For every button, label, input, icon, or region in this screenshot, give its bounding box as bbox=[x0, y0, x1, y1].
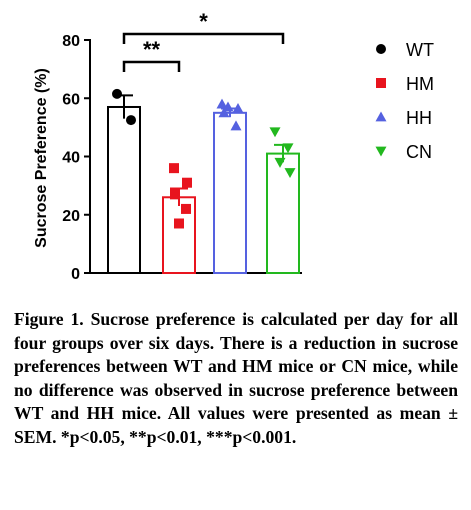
data-point bbox=[269, 127, 281, 138]
bracket-line bbox=[122, 60, 181, 72]
data-point bbox=[222, 101, 234, 112]
legend: WT HM HH CN bbox=[375, 40, 434, 162]
data-point bbox=[274, 157, 286, 168]
bar-groups bbox=[107, 88, 300, 274]
bar-group-hm bbox=[162, 163, 196, 274]
data-point bbox=[376, 44, 386, 54]
data-point bbox=[375, 111, 387, 122]
y-tick-label: 40 bbox=[62, 150, 80, 167]
bracket-line bbox=[122, 32, 285, 44]
legend-item-wt: WT bbox=[376, 40, 434, 60]
y-axis-label: Sucrose Preference (%) bbox=[33, 68, 50, 248]
y-tick-label: 20 bbox=[62, 208, 80, 225]
legend-item-hm: HM bbox=[376, 74, 434, 94]
bar bbox=[213, 111, 247, 274]
significance-brackets: *** bbox=[122, 9, 285, 72]
bar-group-wt bbox=[107, 88, 141, 274]
data-point bbox=[284, 168, 296, 179]
data-point bbox=[282, 143, 294, 154]
significance-bracket: * bbox=[122, 9, 285, 44]
significance-bracket: ** bbox=[122, 37, 181, 72]
legend-label: CN bbox=[406, 142, 432, 162]
data-point bbox=[112, 88, 122, 99]
legend-label: HM bbox=[406, 74, 434, 94]
data-point bbox=[218, 107, 230, 118]
data-point bbox=[230, 120, 242, 131]
data-point bbox=[181, 203, 191, 214]
legend-label: WT bbox=[406, 40, 434, 60]
data-point bbox=[170, 189, 180, 200]
figure-caption: Figure 1. Sucrose preference is calculat… bbox=[14, 309, 458, 447]
data-point bbox=[216, 98, 228, 109]
bar-group-cn bbox=[266, 127, 300, 274]
data-point bbox=[375, 146, 387, 157]
data-point bbox=[126, 115, 136, 126]
data-point bbox=[169, 163, 179, 174]
significance-label: * bbox=[199, 9, 208, 34]
y-tick-label: 60 bbox=[62, 91, 80, 108]
y-tick-label: 80 bbox=[62, 33, 80, 50]
data-point bbox=[174, 218, 184, 229]
significance-label: ** bbox=[143, 37, 161, 62]
data-point bbox=[182, 177, 192, 188]
bar bbox=[266, 152, 300, 274]
bar-group-hh bbox=[213, 98, 247, 274]
legend-label: HH bbox=[406, 108, 432, 128]
data-point bbox=[232, 102, 244, 113]
legend-item-hh: HH bbox=[375, 108, 432, 128]
legend-item-cn: CN bbox=[375, 142, 432, 162]
data-point bbox=[376, 78, 386, 88]
y-tick-label: 0 bbox=[71, 266, 80, 283]
bar bbox=[107, 105, 141, 274]
